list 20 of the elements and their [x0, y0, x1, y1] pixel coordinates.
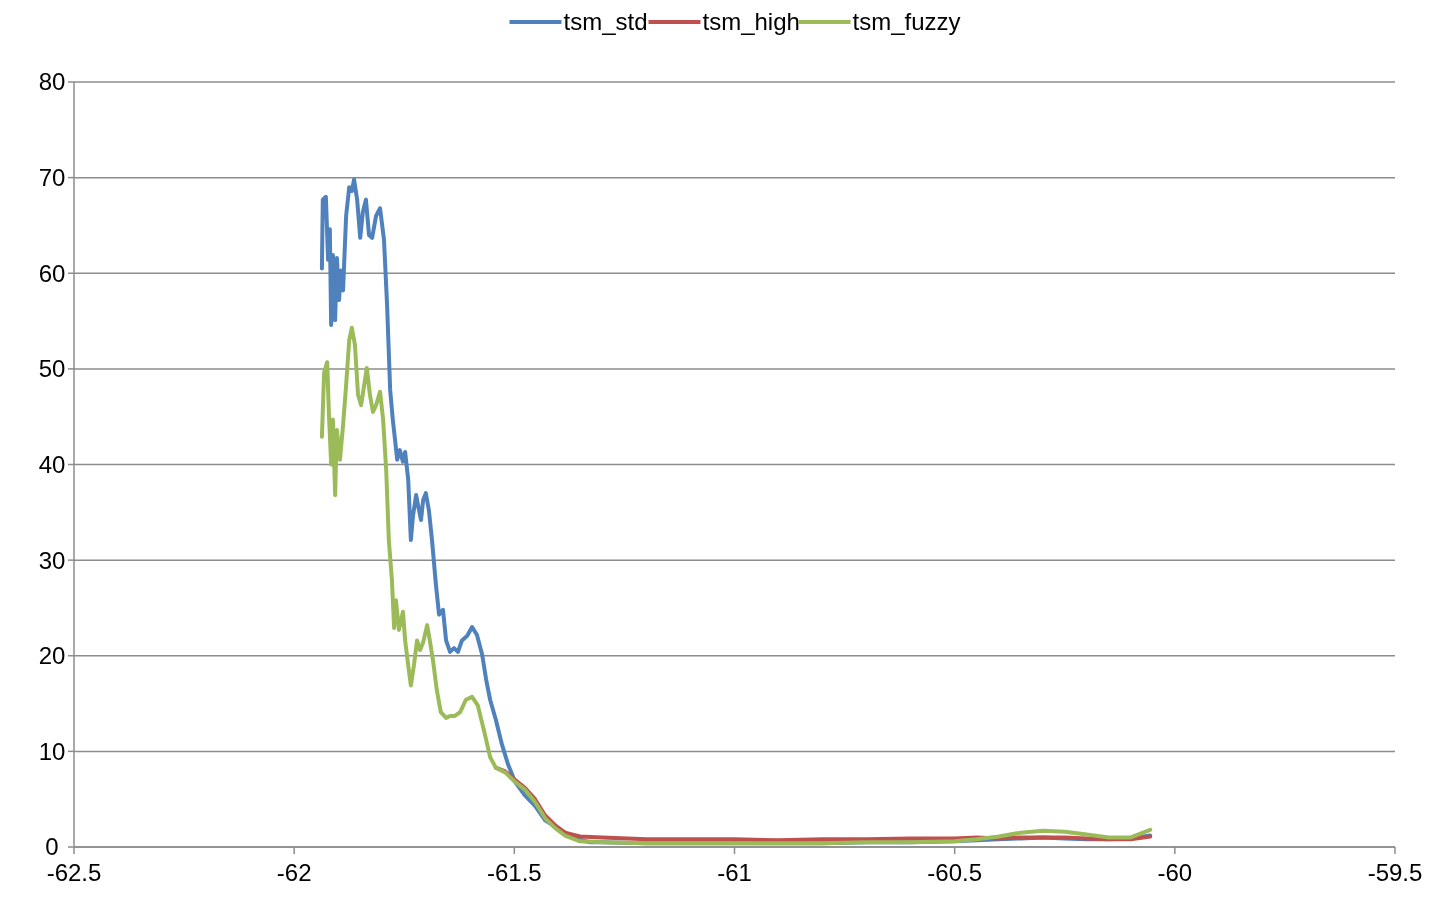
- x-tick-label: -62: [276, 859, 312, 886]
- legend-label: tsm_fuzzy: [852, 8, 961, 36]
- y-tick-label: 0: [45, 833, 59, 861]
- y-tick-label: 10: [38, 737, 66, 765]
- x-tick-label: -61: [717, 859, 752, 886]
- x-tick-label: -61.5: [486, 859, 542, 886]
- y-tick-label: 60: [38, 259, 66, 287]
- x-tick-label: -60.5: [927, 859, 983, 886]
- y-tick-label: 40: [38, 450, 66, 478]
- x-tick-label: -60: [1157, 859, 1193, 886]
- x-tick-label: -62.5: [46, 859, 102, 886]
- line-series: [319, 325, 1153, 846]
- y-tick-label: 70: [38, 164, 66, 192]
- legend-label: tsm_std: [563, 8, 648, 36]
- y-tick-label: 80: [38, 68, 66, 96]
- y-tick-label: 30: [38, 546, 66, 574]
- y-tick-label: 20: [38, 642, 66, 670]
- y-tick-label: 50: [38, 355, 66, 383]
- x-tick-label: -59.5: [1367, 859, 1423, 886]
- legend-label: tsm_high: [702, 8, 800, 36]
